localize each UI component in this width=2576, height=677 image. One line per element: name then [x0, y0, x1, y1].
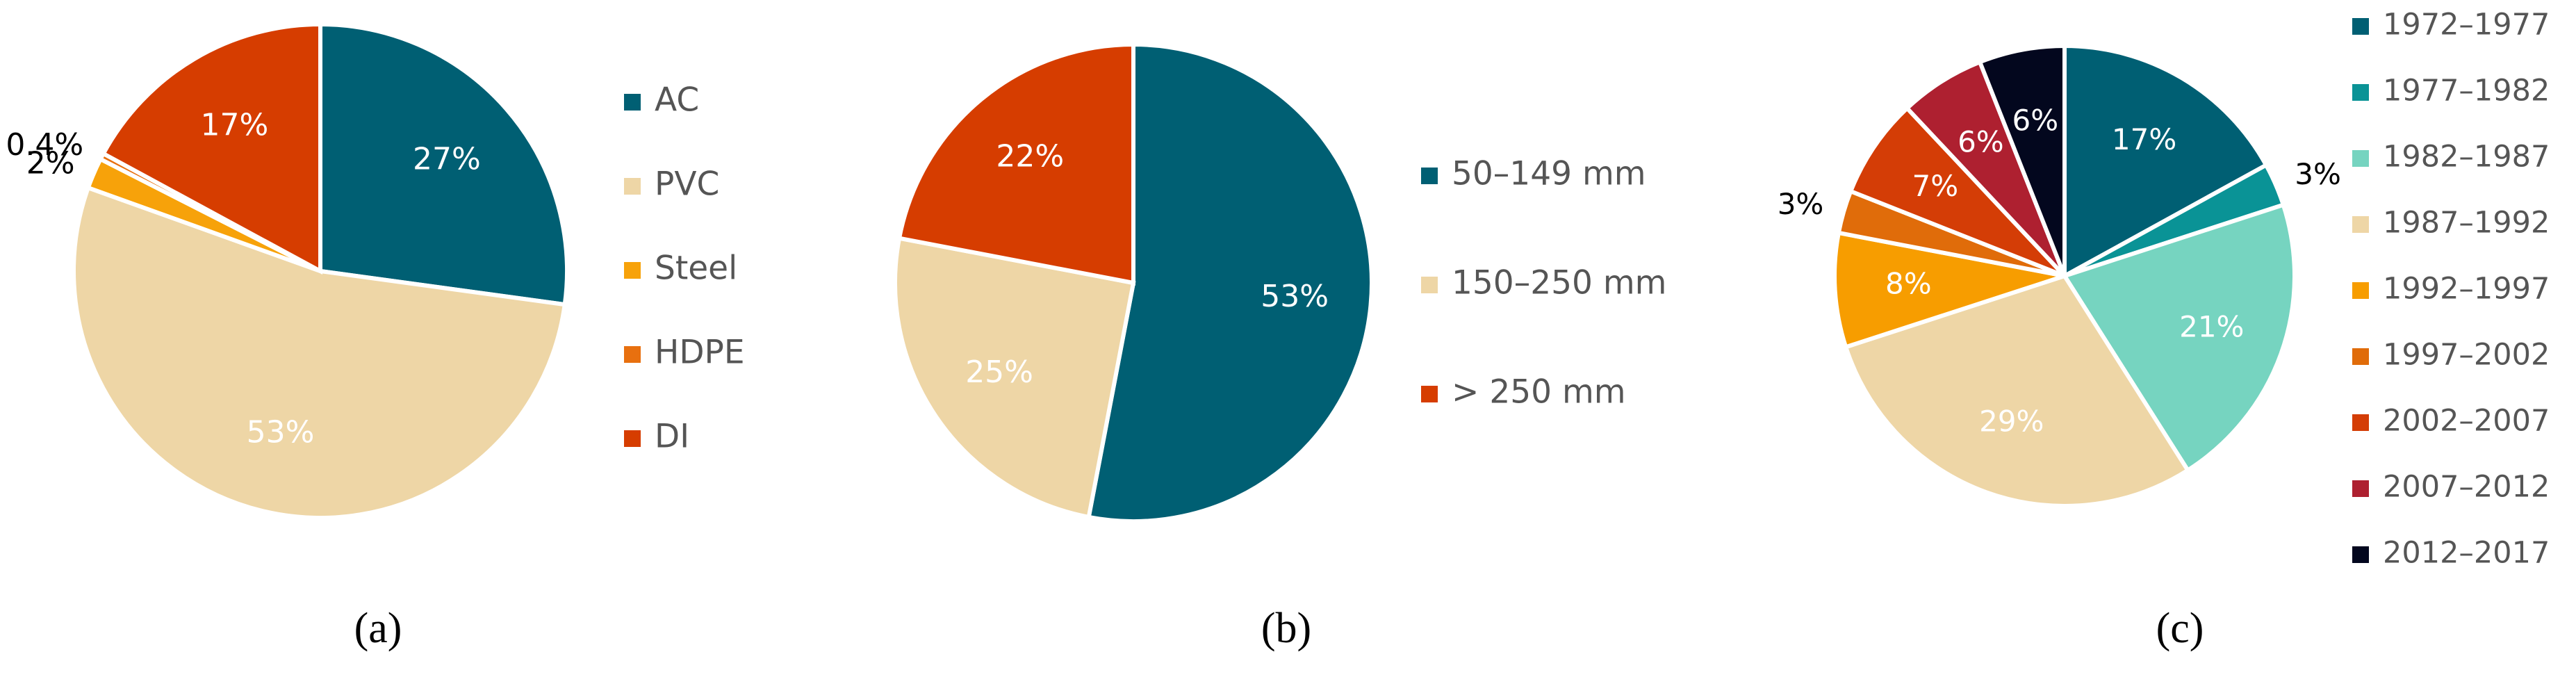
legend-label: 1972–1977: [2383, 8, 2550, 42]
pie-slice: [896, 42, 1135, 286]
caption: (b): [1261, 605, 1311, 652]
caption: (a): [354, 605, 402, 652]
legend-label: 1997–2002: [2383, 338, 2550, 373]
legend-swatch: [2352, 414, 2369, 431]
legend-label: 150–250 mm: [1452, 264, 1666, 302]
slice-label: 6%: [2012, 103, 2059, 137]
legend-label: AC: [655, 81, 699, 120]
legend-swatch: [1421, 386, 1438, 402]
legend-label: 50–149 mm: [1452, 155, 1646, 193]
legend-swatch: [624, 262, 641, 279]
pie-slice: [1843, 273, 2191, 508]
slice-label: 6%: [1958, 124, 2004, 158]
slice-label: 17%: [201, 108, 269, 143]
legend-label: DI: [655, 418, 689, 456]
legend-swatch: [2352, 84, 2369, 101]
legend-swatch: [624, 430, 641, 447]
slice-label: 22%: [996, 138, 1064, 174]
legend-swatch: [2352, 216, 2369, 233]
legend-label: 2007–2012: [2383, 470, 2550, 505]
pie-slice: [1832, 230, 2065, 350]
pie-slice: [893, 236, 1136, 520]
legend-label: 1992–1997: [2383, 272, 2550, 307]
legend-label: HDPE: [655, 334, 745, 372]
pie-slice: [1086, 42, 1374, 523]
slice-label: 17%: [2112, 122, 2176, 156]
legend-label: 1977–1982: [2383, 74, 2550, 108]
slice-label: 29%: [1979, 404, 2044, 438]
slice-label: 21%: [2179, 310, 2244, 344]
legend-swatch: [2352, 18, 2369, 35]
legend-swatch: [1421, 277, 1438, 293]
slice-label: 7%: [1912, 169, 1959, 203]
legend-swatch: [1421, 168, 1438, 184]
pie-slice: [2062, 43, 2270, 280]
legend-swatch: [2352, 282, 2369, 299]
legend-swatch: [2352, 480, 2369, 497]
slice-label: 2%: [26, 145, 75, 181]
legend-swatch: [2352, 150, 2369, 167]
legend-swatch: [624, 178, 641, 195]
pie-slice: [72, 185, 568, 520]
slice-label: 8%: [1885, 267, 1932, 301]
slice-label: 0.4%: [6, 127, 83, 163]
legend-swatch: [2352, 348, 2369, 365]
slice-label: 25%: [965, 354, 1033, 390]
legend-swatch: [2352, 546, 2369, 563]
legend-label: 1982–1987: [2383, 140, 2550, 174]
caption: (c): [2156, 605, 2204, 652]
pie-slice: [1977, 43, 2067, 277]
legend-label: PVC: [655, 165, 719, 204]
pie-slice: [2061, 202, 2297, 473]
slice-label: 53%: [1261, 279, 1329, 314]
pie-slice: [100, 22, 322, 275]
slice-label: 27%: [413, 141, 481, 177]
legend-label: > 250 mm: [1452, 373, 1626, 411]
legend-label: 2002–2007: [2383, 404, 2550, 439]
legend-label: Steel: [655, 250, 737, 288]
legend-swatch: [624, 346, 641, 363]
pie-slice: [318, 22, 569, 307]
legend-label: 1987–1992: [2383, 206, 2550, 240]
slice-label: 3%: [1778, 187, 1824, 221]
slice-label: 53%: [247, 414, 315, 450]
legend-swatch: [624, 94, 641, 111]
slice-label: 3%: [2295, 157, 2341, 191]
pie-slice: [1848, 105, 2067, 278]
legend-label: 2012–2017: [2383, 536, 2550, 571]
